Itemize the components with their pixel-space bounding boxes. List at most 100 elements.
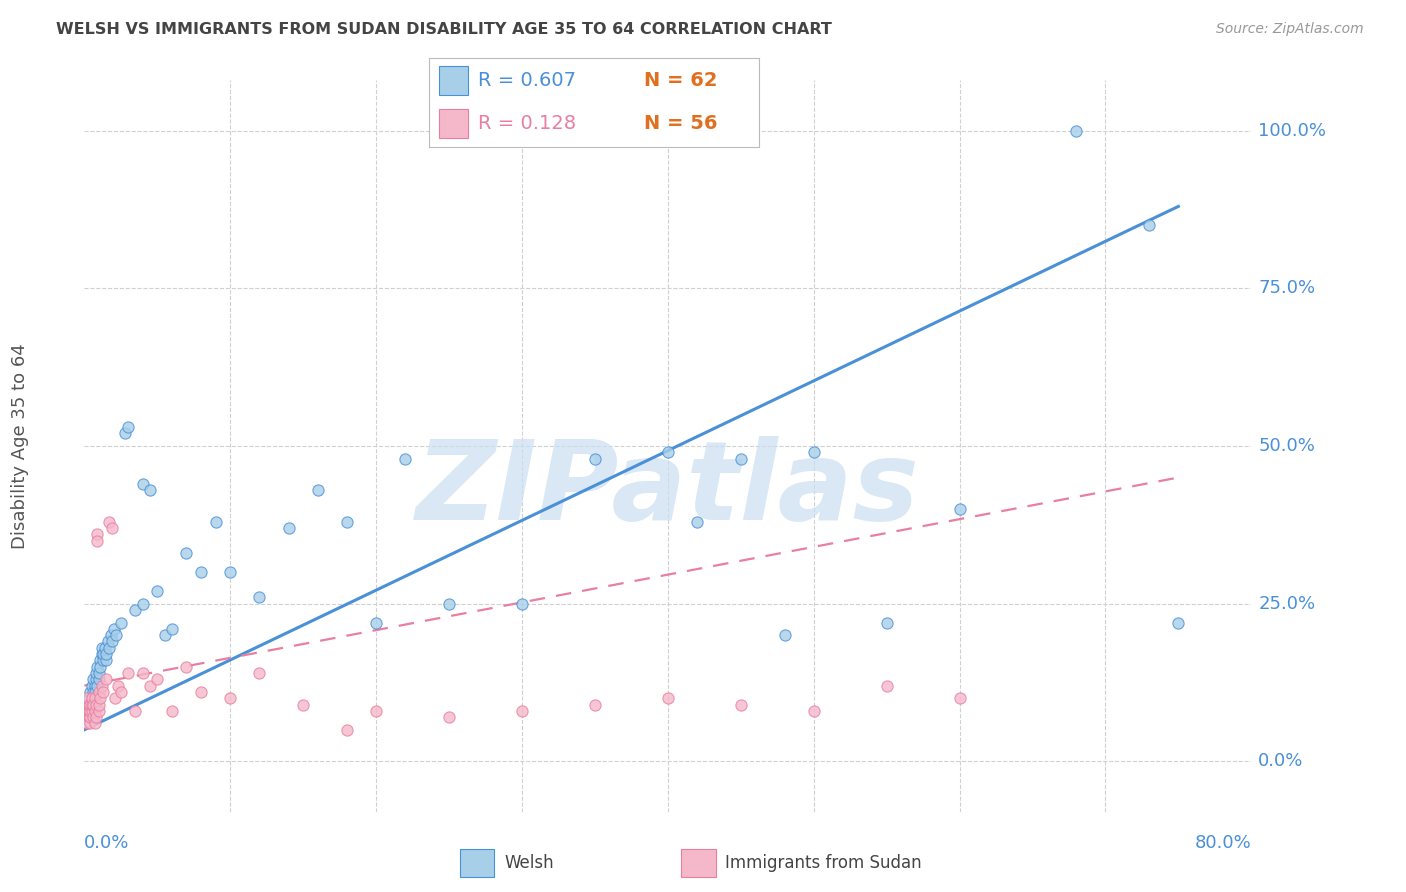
Point (1137, 219, 1160, 233)
Point (94, 640, 117, 655)
Point (84, 698, 107, 712)
Point (132, 597, 155, 611)
Point (105, 628, 128, 642)
Point (146, 584, 169, 599)
Point (75, 691, 97, 706)
Point (100, 628, 122, 642)
Point (97, 634, 120, 648)
Text: 0.0%: 0.0% (1258, 752, 1303, 771)
Point (146, 673, 169, 687)
Point (77, 691, 100, 706)
Point (103, 622, 125, 636)
Point (90, 679, 112, 693)
Point (104, 691, 127, 706)
Point (79, 716, 101, 731)
Point (98, 515, 121, 529)
Point (949, 502, 972, 516)
Point (77, 704, 100, 718)
Text: Source: ZipAtlas.com: Source: ZipAtlas.com (1216, 22, 1364, 37)
Point (124, 704, 146, 718)
Point (101, 521, 124, 535)
Point (510, 597, 533, 611)
Point (292, 698, 315, 712)
Point (87, 665, 110, 680)
Point (98, 640, 121, 655)
Point (437, 597, 460, 611)
Point (87, 698, 110, 712)
Text: N = 56: N = 56 (644, 113, 717, 133)
Point (83, 679, 105, 693)
Text: N = 62: N = 62 (644, 70, 717, 90)
FancyBboxPatch shape (439, 109, 468, 138)
Text: 75.0%: 75.0% (1258, 279, 1316, 297)
Point (75, 704, 97, 718)
Point (89, 659, 111, 673)
Point (803, 445, 825, 459)
Point (82, 710, 104, 724)
FancyBboxPatch shape (681, 849, 716, 877)
Point (79, 698, 101, 712)
Point (336, 723, 359, 737)
Point (90, 640, 112, 655)
Point (90, 647, 112, 661)
Point (89, 653, 111, 667)
FancyBboxPatch shape (460, 849, 495, 877)
Point (657, 691, 679, 706)
Point (160, 622, 183, 636)
Point (96, 647, 118, 661)
Point (86, 659, 108, 673)
Point (307, 483, 329, 497)
Point (83, 685, 105, 699)
Point (139, 483, 162, 497)
Text: ZIPatlas: ZIPatlas (416, 436, 920, 543)
Point (80, 679, 103, 693)
Point (139, 679, 162, 693)
Point (84, 665, 107, 680)
Point (110, 615, 132, 630)
Point (117, 665, 139, 680)
Point (82, 698, 104, 712)
Point (686, 515, 709, 529)
Point (366, 615, 388, 630)
Point (87, 685, 110, 699)
Text: Immigrants from Sudan: Immigrants from Sudan (725, 854, 922, 872)
Point (82, 673, 104, 687)
Text: Disability Age 35 to 64: Disability Age 35 to 64 (11, 343, 30, 549)
Point (219, 691, 242, 706)
Point (803, 704, 825, 718)
Text: 80.0%: 80.0% (1195, 834, 1251, 852)
Point (124, 603, 146, 617)
Point (96, 653, 118, 667)
Point (87, 673, 110, 687)
Point (80, 691, 103, 706)
Point (84, 710, 107, 724)
Point (91, 685, 114, 699)
Point (190, 565, 212, 579)
Point (86, 533, 108, 548)
Text: Welsh: Welsh (503, 854, 554, 872)
Point (204, 515, 226, 529)
Point (153, 628, 176, 642)
Point (82, 685, 104, 699)
Point (583, 451, 606, 466)
FancyBboxPatch shape (439, 66, 468, 95)
Point (91, 653, 114, 667)
Point (132, 665, 155, 680)
Point (510, 704, 533, 718)
Point (101, 634, 124, 648)
Point (366, 704, 388, 718)
Text: 25.0%: 25.0% (1258, 595, 1316, 613)
Point (1066, 124, 1088, 138)
Point (277, 521, 299, 535)
Point (79, 685, 101, 699)
Point (176, 546, 198, 560)
Point (83, 691, 105, 706)
Point (76, 704, 98, 718)
Point (83, 716, 105, 731)
Point (86, 527, 108, 541)
Point (583, 698, 606, 712)
Point (83, 704, 105, 718)
Text: 100.0%: 100.0% (1258, 121, 1326, 140)
Text: 0.0%: 0.0% (84, 834, 129, 852)
Point (437, 710, 460, 724)
